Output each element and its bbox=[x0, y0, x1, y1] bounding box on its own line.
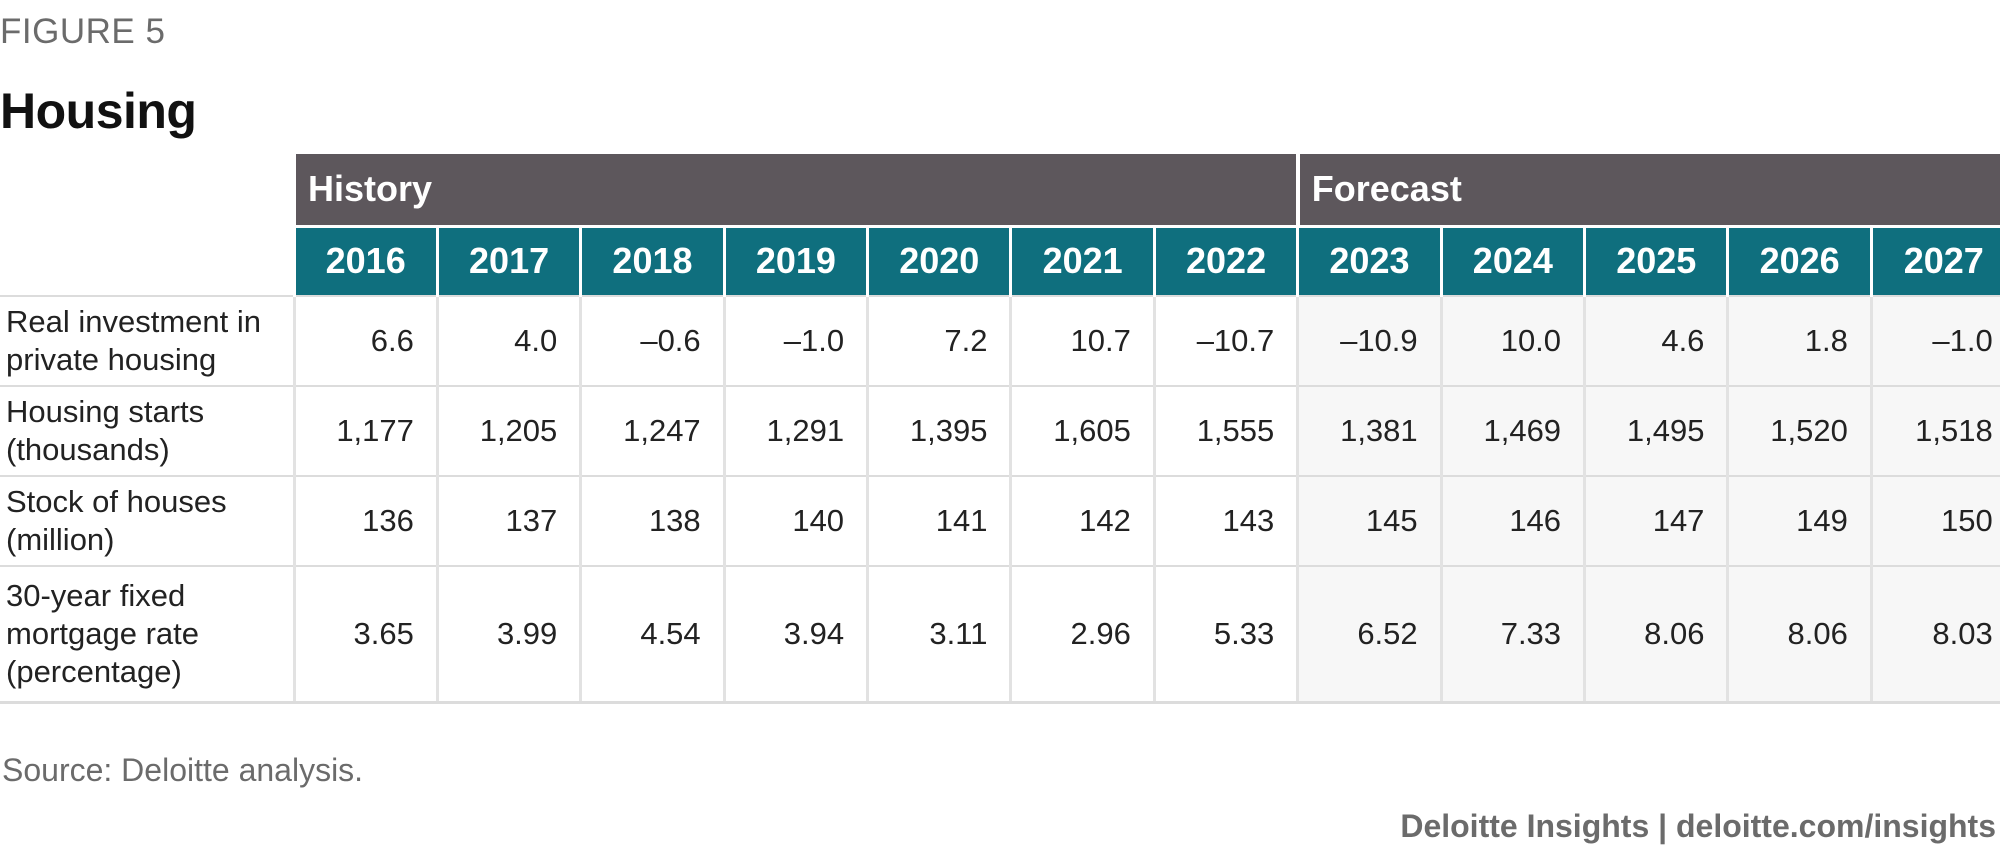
table-cell-2016: 136 bbox=[292, 475, 438, 566]
table-row: 30-year fixed mortgage rate (percentage) 3.… bbox=[0, 565, 2000, 704]
year-header-2021: 2021 bbox=[1009, 224, 1155, 296]
row-label-line: (thousands) bbox=[6, 432, 170, 467]
table-row: Real investment in private housing 6.6 4.0–… bbox=[0, 295, 2000, 386]
group-header-row: History Forecast bbox=[0, 154, 2000, 226]
year-header-2026: 2026 bbox=[1726, 224, 1872, 296]
table-cell-2024: 7.33 bbox=[1439, 565, 1585, 704]
corner-blank bbox=[0, 154, 294, 226]
table-cell-2017: 4.0 bbox=[435, 295, 581, 386]
table-cell-2019: 140 bbox=[722, 475, 868, 566]
table-cell-2021: 2.96 bbox=[1009, 565, 1155, 704]
table-cell-2017: 3.99 bbox=[435, 565, 581, 704]
table-cell-2019: –1.0 bbox=[722, 295, 868, 386]
corner-blank-2 bbox=[0, 226, 294, 296]
row-label-line: (million) bbox=[6, 522, 115, 557]
row-label: 30-year fixed mortgage rate (percentage) bbox=[0, 565, 294, 704]
group-header-forecast: Forecast bbox=[1295, 154, 2000, 226]
table-cell-2022: –10.7 bbox=[1152, 295, 1298, 386]
table-cell-2021: 142 bbox=[1009, 475, 1155, 566]
table-body: Real investment in private housing 6.6 4.0–… bbox=[0, 295, 2000, 704]
table-cell-2025: 4.6 bbox=[1583, 295, 1728, 386]
table-cell-2016: 3.65 bbox=[292, 565, 438, 704]
row-label: Real investment in private housing bbox=[0, 295, 294, 386]
row-label-line: (percentage) bbox=[6, 653, 182, 689]
row-label-line: mortgage rate bbox=[6, 615, 199, 651]
table-cell-2022: 1,555 bbox=[1152, 385, 1298, 476]
table-cell-2026: 1,520 bbox=[1726, 385, 1872, 476]
year-header-2019: 2019 bbox=[722, 224, 868, 296]
source-note: Source: Deloitte analysis. bbox=[2, 752, 364, 788]
row-label: Housing starts (thousands) bbox=[0, 385, 294, 476]
table-cell-2020: 7.2 bbox=[866, 295, 1011, 386]
table-cell-2022: 5.33 bbox=[1152, 565, 1298, 704]
chart-title: Housing bbox=[0, 83, 197, 139]
table-cell-2018: –0.6 bbox=[579, 295, 725, 386]
table-cell-2026: 149 bbox=[1726, 475, 1872, 566]
table-cell-2027: 1,518 bbox=[1869, 385, 2000, 476]
table-cell-2017: 137 bbox=[435, 475, 581, 566]
table-cell-2025: 1,495 bbox=[1583, 385, 1728, 476]
table-cell-2020: 3.11 bbox=[866, 565, 1011, 704]
row-label-line: Real investment in bbox=[6, 304, 262, 339]
table-cell-2018: 1,247 bbox=[579, 385, 725, 476]
table-cell-2018: 4.54 bbox=[579, 565, 725, 704]
year-header-2016: 2016 bbox=[292, 224, 438, 296]
year-header-2025: 2025 bbox=[1583, 224, 1728, 296]
table-cell-2026: 8.06 bbox=[1726, 565, 1872, 704]
year-header-row: 2016 2017 2018 2019 2020 2021 2022 2023 2024 2025… bbox=[0, 224, 2000, 296]
table-cell-2023: 6.52 bbox=[1296, 565, 1442, 704]
row-label: Stock of houses (million) bbox=[0, 475, 294, 566]
table-row: Stock of houses (million) 136 137 138 140 141 1… bbox=[0, 475, 2000, 566]
table-cell-2025: 147 bbox=[1583, 475, 1728, 566]
table-cell-2019: 3.94 bbox=[722, 565, 868, 704]
year-header-2020: 2020 bbox=[866, 224, 1011, 296]
year-header-2017: 2017 bbox=[435, 224, 581, 296]
table-cell-2023: 1,381 bbox=[1296, 385, 1442, 476]
housing-table: History Forecast 2016 2017 2018 2019 2020 202… bbox=[0, 154, 2000, 704]
table-cell-2027: –1.0 bbox=[1869, 295, 2000, 386]
table-cell-2024: 146 bbox=[1439, 475, 1585, 566]
table-cell-2023: 145 bbox=[1296, 475, 1442, 566]
table-cell-2024: 1,469 bbox=[1439, 385, 1585, 476]
table-cell-2021: 1,605 bbox=[1009, 385, 1155, 476]
group-header-history: History bbox=[292, 154, 1298, 226]
year-header-2018: 2018 bbox=[579, 224, 725, 296]
figure-label: FIGURE 5 bbox=[0, 12, 166, 51]
row-label-line: Stock of houses bbox=[6, 484, 227, 519]
table-cell-2020: 141 bbox=[866, 475, 1011, 566]
table-cell-2018: 138 bbox=[579, 475, 725, 566]
table-cell-2027: 150 bbox=[1869, 475, 2000, 566]
table-cell-2019: 1,291 bbox=[722, 385, 868, 476]
table-row: Housing starts (thousands) 1,177 1,205 1,247… bbox=[0, 385, 2000, 476]
table-cell-2020: 1,395 bbox=[866, 385, 1011, 476]
table-cell-2017: 1,205 bbox=[435, 385, 581, 476]
table-cell-2024: 10.0 bbox=[1439, 295, 1585, 386]
year-header-2022: 2022 bbox=[1152, 224, 1298, 296]
row-label-line: Housing starts bbox=[6, 394, 205, 429]
year-header-2027: 2027 bbox=[1869, 224, 2000, 296]
row-label-line: private housing bbox=[6, 342, 217, 377]
table-cell-2023: –10.9 bbox=[1296, 295, 1442, 386]
table-cell-2026: 1.8 bbox=[1726, 295, 1872, 386]
table-cell-2016: 1,177 bbox=[292, 385, 438, 476]
year-header-2024: 2024 bbox=[1439, 224, 1585, 296]
table-cell-2027: 8.03 bbox=[1869, 565, 2000, 704]
year-header-2023: 2023 bbox=[1296, 224, 1442, 296]
row-label-line: 30-year fixed bbox=[6, 577, 186, 613]
table-cell-2022: 143 bbox=[1152, 475, 1298, 566]
publisher-credit: Deloitte Insights | deloitte.com/insight… bbox=[1400, 808, 1996, 844]
table-cell-2016: 6.6 bbox=[292, 295, 438, 386]
table-cell-2021: 10.7 bbox=[1009, 295, 1155, 386]
table-cell-2025: 8.06 bbox=[1583, 565, 1728, 704]
